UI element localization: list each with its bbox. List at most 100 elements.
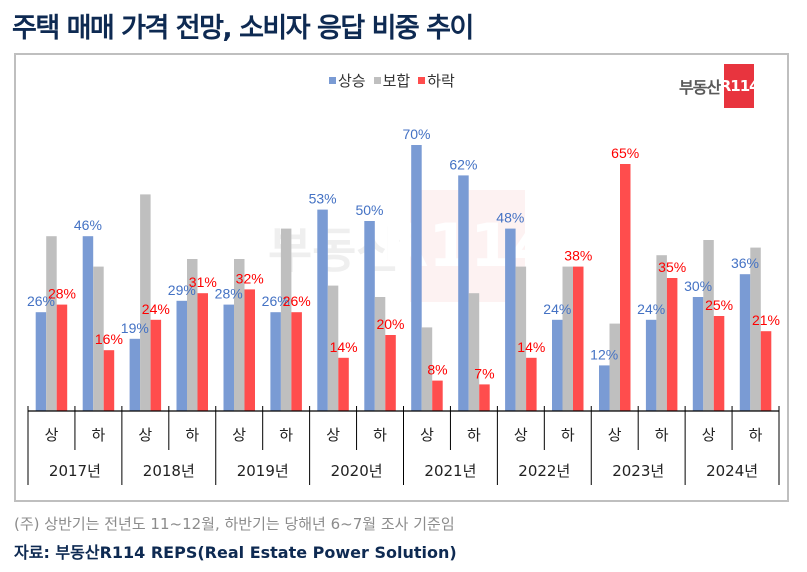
- bar-down-2017상: [56, 304, 68, 411]
- logo-badge: R114: [720, 64, 760, 108]
- bar-up-2017상: [35, 312, 47, 411]
- bar-up-2021하: [458, 175, 469, 411]
- legend-swatch-up: [329, 77, 336, 84]
- data-label-up-2021상: 70%: [402, 126, 430, 142]
- bar-up-2024하: [739, 274, 751, 411]
- legend: 상승 보합 하락: [329, 70, 455, 91]
- tick-label-half: 상: [45, 426, 59, 444]
- tick-label-year: 2021년: [424, 462, 476, 480]
- data-label-down-2021하: 7%: [474, 365, 494, 381]
- data-label-down-2017하: 16%: [95, 331, 123, 347]
- data-label-down-2018하: 31%: [189, 274, 217, 290]
- data-label-down-2019하: 26%: [283, 293, 311, 309]
- bar-flat-2018상: [140, 194, 151, 411]
- bar-down-2023하: [666, 278, 678, 411]
- data-label-down-2019상: 32%: [236, 270, 264, 286]
- data-label-up-2020상: 53%: [309, 191, 337, 207]
- bar-flat-2019하: [280, 228, 292, 411]
- bar-up-2017하: [82, 236, 94, 411]
- bar-flat-2022상: [515, 266, 527, 411]
- bar-flat-2024상: [703, 240, 714, 411]
- bar-flat-2020상: [327, 285, 339, 411]
- bar-flat-2021하: [468, 293, 480, 411]
- legend-label-down: 하락: [427, 72, 455, 90]
- source-credit: 자료: 부동산R114 REPS(Real Estate Power Solut…: [14, 543, 457, 562]
- bar-down-2024상: [713, 316, 725, 411]
- bar-down-2018하: [197, 293, 208, 411]
- bar-flat-2024하: [750, 247, 761, 411]
- data-label-up-2023하: 24%: [637, 301, 665, 317]
- tick-label-half: 상: [514, 426, 528, 444]
- data-label-up-2019상: 28%: [215, 286, 243, 302]
- tick-label-half: 하: [91, 426, 105, 444]
- data-label-up-2017하: 46%: [74, 217, 102, 233]
- bar-flat-2020하: [374, 297, 386, 411]
- bar-down-2022상: [526, 357, 537, 411]
- tick-label-half: 상: [608, 426, 622, 444]
- bar-flat-2019상: [234, 259, 245, 411]
- data-label-down-2023상: 65%: [611, 145, 639, 161]
- bar-down-2021상: [432, 380, 443, 411]
- data-label-up-2021하: 62%: [449, 156, 477, 172]
- data-label-down-2021상: 8%: [427, 362, 447, 378]
- tick-label-year: 2023년: [612, 462, 664, 480]
- data-label-up-2023상: 12%: [590, 346, 618, 362]
- tick-label-half: 하: [655, 426, 669, 444]
- data-label-up-2024상: 30%: [684, 278, 712, 294]
- bar-up-2022상: [505, 228, 516, 411]
- tick-label-half: 상: [232, 426, 246, 444]
- bar-down-2022하: [573, 266, 584, 411]
- tick-label-half: 하: [561, 426, 575, 444]
- bar-up-2022하: [552, 319, 563, 411]
- bar-up-2023하: [645, 319, 657, 411]
- data-label-up-2017상: 26%: [27, 293, 55, 309]
- data-label-down-2024하: 21%: [752, 312, 780, 328]
- logo-text: 부동산: [679, 78, 721, 97]
- data-label-down-2018상: 24%: [142, 301, 170, 317]
- bar-flat-2023상: [609, 323, 620, 411]
- footnote: (주) 상반기는 전년도 11~12월, 하반기는 당해년 6~7월 조사 기준…: [14, 515, 455, 533]
- bar-down-2019상: [244, 289, 255, 411]
- legend-label-up: 상승: [338, 72, 366, 90]
- bar-up-2023상: [599, 365, 610, 411]
- legend-label-flat: 보합: [382, 72, 411, 90]
- data-label-up-2018상: 19%: [121, 320, 149, 336]
- data-label-down-2022하: 38%: [564, 248, 592, 264]
- tick-label-half: 하: [279, 426, 293, 444]
- data-label-down-2023하: 35%: [658, 259, 686, 275]
- legend-item-down: 하락: [418, 70, 455, 91]
- bar-flat-2021상: [421, 327, 433, 411]
- tick-label-half: 하: [749, 426, 763, 444]
- chart-title: 주택 매매 가격 전망, 소비자 응답 비중 추이: [12, 13, 474, 44]
- data-label-down-2020상: 14%: [330, 339, 358, 355]
- bar-down-2023상: [620, 164, 631, 411]
- data-label-up-2022상: 48%: [496, 210, 524, 226]
- legend-item-up: 상승: [329, 70, 366, 91]
- bar-up-2018상: [129, 338, 141, 411]
- bar-down-2020상: [338, 357, 349, 411]
- tick-label-year: 2020년: [331, 462, 383, 480]
- tick-label-half: 상: [702, 426, 716, 444]
- bar-up-2024상: [692, 297, 704, 411]
- tick-label-half: 상: [138, 426, 152, 444]
- bar-down-2018상: [150, 319, 162, 411]
- bar-flat-2017상: [46, 236, 57, 411]
- bar-up-2018하: [176, 300, 187, 411]
- tick-label-half: 하: [185, 426, 199, 444]
- tick-label-half: 하: [467, 426, 481, 444]
- bar-up-2019하: [270, 312, 281, 411]
- data-label-up-2022하: 24%: [543, 301, 571, 317]
- legend-swatch-down: [418, 77, 426, 84]
- data-label-down-2017상: 28%: [48, 286, 76, 302]
- legend-item-flat: 보합: [373, 70, 411, 91]
- chart-frame: [14, 53, 789, 502]
- bar-up-2021상: [411, 145, 422, 411]
- data-label-up-2024하: 36%: [731, 255, 759, 271]
- data-label-down-2022상: 14%: [517, 339, 545, 355]
- bar-flat-2017하: [93, 266, 104, 411]
- tick-label-year: 2024년: [706, 462, 758, 480]
- bar-up-2020상: [317, 209, 328, 411]
- tick-label-half: 상: [326, 426, 340, 444]
- r114-logo: 부동산 R114: [679, 64, 760, 108]
